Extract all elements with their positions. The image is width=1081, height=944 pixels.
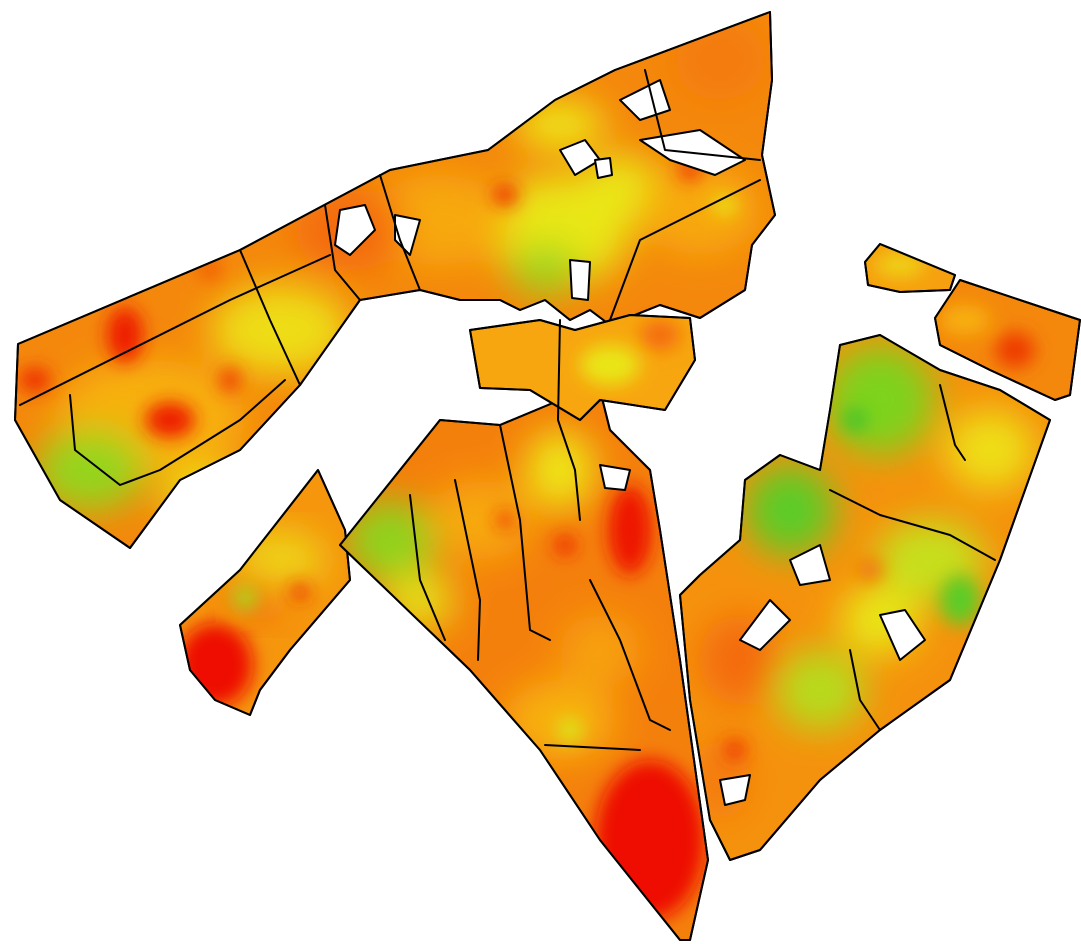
field-outline	[14, 11, 776, 549]
boundary-line	[499, 424, 551, 641]
boundary-line	[589, 579, 671, 731]
boundary-line	[239, 249, 301, 386]
field-block-center	[339, 389, 709, 941]
boundary-line	[557, 319, 581, 521]
field-gap	[719, 774, 751, 806]
field-gap	[619, 79, 671, 121]
field-gap	[334, 204, 376, 256]
field-gap	[739, 599, 791, 651]
boundary-line	[19, 254, 331, 406]
boundary-line	[849, 649, 881, 731]
field-variation-northwest	[19, 20, 765, 530]
field-gap	[789, 544, 831, 586]
field-gap	[594, 157, 613, 179]
field-gap	[569, 259, 591, 301]
field-outline	[179, 469, 351, 716]
boundary-line	[829, 489, 996, 561]
field-block-east	[679, 334, 1051, 861]
field-outline	[339, 389, 709, 941]
boundary-line	[609, 179, 761, 321]
boundary-line	[379, 174, 421, 291]
boundary-line	[939, 384, 966, 461]
boundary-line	[409, 494, 446, 641]
field-gaps	[334, 79, 926, 806]
field-block-southwest	[179, 469, 351, 716]
field-gap	[879, 609, 926, 661]
field-outline	[679, 334, 1051, 861]
boundary-line	[544, 744, 641, 751]
field-gap	[599, 464, 631, 491]
field-block-northeast	[864, 243, 1081, 401]
boundary-line	[69, 379, 286, 486]
boundary-line	[454, 479, 481, 661]
boundary-line	[324, 204, 361, 301]
boundary-line	[644, 69, 761, 161]
field-outline	[934, 279, 1081, 401]
field-boundaries	[19, 69, 996, 751]
field-outline	[864, 243, 956, 293]
field-block-middle	[469, 314, 696, 421]
field-outline	[469, 314, 696, 421]
